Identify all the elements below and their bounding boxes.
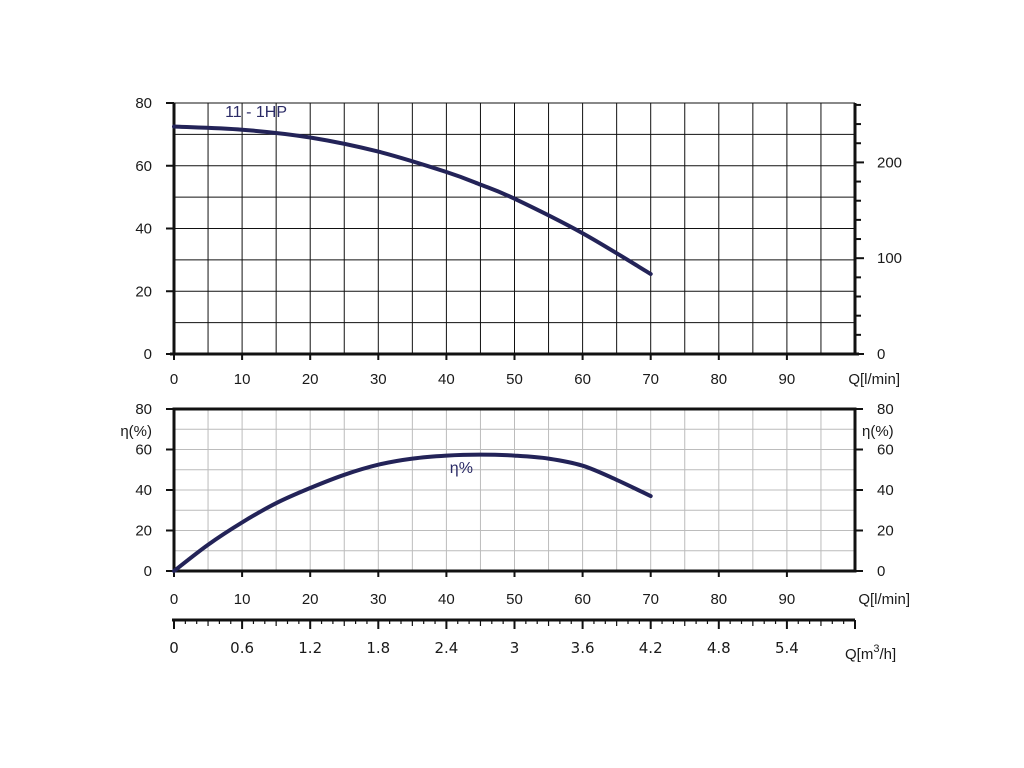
head-x-tick-label: 20 — [302, 371, 319, 388]
eff-x-tick-label: 10 — [234, 591, 251, 608]
eff-x-tick-label: 30 — [370, 591, 387, 608]
head-y-right-tick-label: 200 — [877, 154, 902, 171]
flow-x-tick-label: 1.2 — [298, 639, 322, 657]
flow-x-tick-label: 3.6 — [571, 639, 595, 657]
eff-x-tick-label: 80 — [710, 591, 727, 608]
head-y-right-tick-label: 0 — [877, 346, 885, 363]
eff-y-right-tick-label: 80 — [877, 401, 894, 418]
flow-x-axis-title: Q[m3/h] — [845, 643, 896, 663]
flow-x-tick-label: 4.2 — [639, 639, 663, 657]
eff-x-tick-label: 40 — [438, 591, 455, 608]
flow-x-tick-label: 2.4 — [434, 639, 458, 657]
efficiency-curve-panel: 0 20 40 60 80 0 20 40 60 80 η(%) η(%) 0 10 20 30 40 50 60 7… — [120, 401, 910, 608]
eff-y-axis-title-right: η(%) — [862, 423, 894, 440]
flow-x-axis-title-sup: 3 — [873, 643, 879, 655]
eff-y-right-tick-label: 0 — [877, 563, 885, 580]
head-x-tick-label: 70 — [642, 371, 659, 388]
eff-x-tick-label: 60 — [574, 591, 591, 608]
head-x-tick-label: 40 — [438, 371, 455, 388]
flow-m3h-axis: 0 0.6 1.2 1.8 2.4 3 3.6 4.2 4.8 5.4 Q[m3/h] — [169, 618, 896, 663]
head-y-tick-label: 0 — [144, 346, 152, 363]
eff-x-tick-label: 70 — [642, 591, 659, 608]
eff-x-tick-label: 20 — [302, 591, 319, 608]
flow-x-tick-label: 1.8 — [366, 639, 390, 657]
head-x-tick-label: 0 — [170, 371, 178, 388]
head-x-tick-label: 10 — [234, 371, 251, 388]
eff-curve — [172, 452, 653, 573]
head-y-tick-label: 20 — [135, 283, 152, 300]
eff-x-tick-label: 0 — [170, 591, 178, 608]
eff-y-right-tick-label: 60 — [877, 442, 894, 459]
head-curve-label: 11 - 1HP — [225, 104, 287, 121]
head-y-tick-label: 80 — [135, 95, 152, 112]
eff-x-axis-title: Q[l/min] — [858, 591, 910, 608]
eff-x-tick-label: 90 — [779, 591, 796, 608]
head-x-tick-label: 30 — [370, 371, 387, 388]
head-x-tick-label: 60 — [574, 371, 591, 388]
eff-y-tick-label: 80 — [135, 401, 152, 418]
head-curve-panel: 0 20 40 60 80 0 100 200 0 10 20 30 40 50 60 70 80 90 Q[l/m… — [135, 95, 902, 388]
eff-y-tick-label: 60 — [135, 442, 152, 459]
head-y-tick-label: 60 — [135, 158, 152, 175]
flow-x-tick-label: 0.6 — [230, 639, 254, 657]
flow-x-tick-label: 4.8 — [707, 639, 731, 657]
eff-y-right-tick-label: 40 — [877, 482, 894, 499]
head-x-tick-label: 50 — [506, 371, 523, 388]
eff-y-right-tick-label: 20 — [877, 523, 894, 540]
eff-y-axis-title-left: η(%) — [120, 423, 152, 440]
head-y-right-tick-label: 100 — [877, 250, 902, 267]
flow-x-axis-title-tail: /h] — [879, 646, 896, 663]
eff-y-tick-label: 0 — [144, 563, 152, 580]
head-x-tick-label: 80 — [710, 371, 727, 388]
head-curve — [172, 124, 653, 276]
eff-x-tick-label: 50 — [506, 591, 523, 608]
eff-y-tick-label: 20 — [135, 523, 152, 540]
head-x-axis-title: Q[l/min] — [848, 371, 900, 388]
flow-x-tick-label: 0 — [169, 639, 179, 657]
head-y-tick-label: 40 — [135, 221, 152, 238]
eff-curve-label: η% — [450, 460, 473, 477]
eff-y-tick-label: 40 — [135, 482, 152, 499]
flow-x-axis-title-main: Q[m — [845, 646, 873, 663]
flow-x-tick-label: 3 — [510, 639, 520, 657]
flow-x-tick-label: 5.4 — [775, 639, 799, 657]
head-x-tick-label: 90 — [779, 371, 796, 388]
